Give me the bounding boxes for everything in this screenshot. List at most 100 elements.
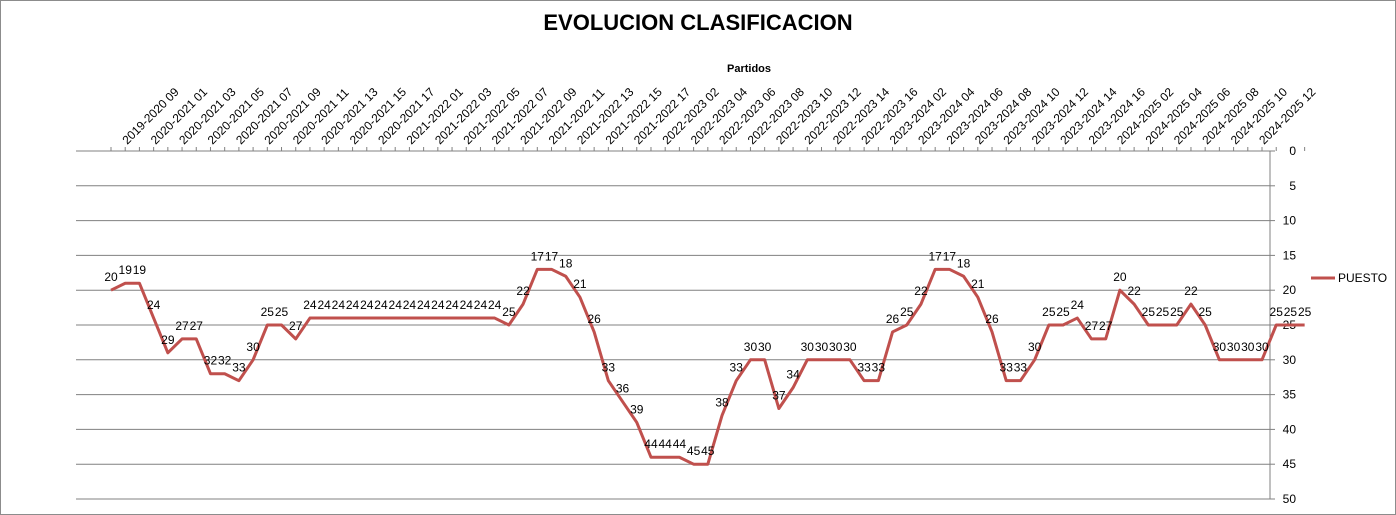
series-line <box>110 267 1305 466</box>
data-label: 25 <box>1056 305 1070 319</box>
data-label: 33 <box>872 361 886 375</box>
data-label: 30 <box>246 340 260 354</box>
data-label: 25 <box>1042 305 1056 319</box>
series-puesto <box>110 267 1305 466</box>
data-label: 24 <box>317 298 331 312</box>
data-label: 17 <box>545 249 559 263</box>
data-label: 22 <box>914 284 928 298</box>
data-label: 33 <box>857 361 871 375</box>
data-label: 25 <box>1298 305 1312 319</box>
data-label: 45 <box>687 444 701 458</box>
data-label: 30 <box>1028 340 1042 354</box>
data-label: 19 <box>133 263 147 277</box>
y-tick-label: 15 <box>1283 248 1297 262</box>
data-label: 20 <box>1113 270 1127 284</box>
y-axis: 0 5 10 15 20 25 30 35 40 45 50 <box>1269 144 1297 506</box>
data-label: 21 <box>971 277 985 291</box>
data-label: 26 <box>886 312 900 326</box>
data-label: 39 <box>630 402 644 416</box>
data-label: 25 <box>502 305 516 319</box>
data-label: 38 <box>715 395 729 409</box>
data-label: 24 <box>488 298 502 312</box>
data-label: 30 <box>1227 340 1241 354</box>
data-label: 30 <box>843 340 857 354</box>
data-label: 24 <box>403 298 417 312</box>
data-label: 30 <box>815 340 829 354</box>
data-label: 18 <box>957 256 971 270</box>
data-label: 24 <box>1071 298 1085 312</box>
data-label: 24 <box>460 298 474 312</box>
y-tick-label: 20 <box>1283 283 1297 297</box>
data-label: 25 <box>261 305 275 319</box>
y-tick-label: 50 <box>1283 492 1297 506</box>
data-label: 33 <box>730 361 744 375</box>
data-label: 17 <box>929 249 943 263</box>
y-tick-label: 30 <box>1283 353 1297 367</box>
data-label: 37 <box>772 389 786 403</box>
data-label: 45 <box>701 444 715 458</box>
data-label: 30 <box>1255 340 1269 354</box>
data-label: 24 <box>303 298 317 312</box>
data-label: 24 <box>332 298 346 312</box>
data-label: 30 <box>1241 340 1255 354</box>
y-tick-label: 45 <box>1283 457 1297 471</box>
data-label: 25 <box>275 305 289 319</box>
data-label: 24 <box>445 298 459 312</box>
data-label: 30 <box>801 340 815 354</box>
chart-title: EVOLUCION CLASIFICACION <box>543 10 853 35</box>
data-label: 27 <box>289 319 303 333</box>
y-tick-label: 5 <box>1289 179 1296 193</box>
data-label: 29 <box>161 333 175 347</box>
data-label: 30 <box>829 340 843 354</box>
data-label: 30 <box>744 340 758 354</box>
data-label: 27 <box>175 319 189 333</box>
data-label: 22 <box>1127 284 1141 298</box>
data-label: 27 <box>1099 319 1113 333</box>
data-label: 44 <box>659 437 673 451</box>
y-tick-label: 0 <box>1289 144 1296 158</box>
data-label: 24 <box>360 298 374 312</box>
data-label: 24 <box>474 298 488 312</box>
data-label: 33 <box>1000 361 1014 375</box>
data-label: 25 <box>1156 305 1170 319</box>
data-label: 25 <box>1270 305 1284 319</box>
legend-label: PUESTO <box>1338 271 1387 285</box>
data-label: 24 <box>389 298 403 312</box>
data-label: 19 <box>119 263 133 277</box>
x-axis-title: Partidos <box>727 63 771 75</box>
data-label: 24 <box>147 298 161 312</box>
data-label: 17 <box>943 249 957 263</box>
data-label: 44 <box>644 437 658 451</box>
data-label: 27 <box>190 319 204 333</box>
data-label: 33 <box>602 361 616 375</box>
y-tick-label: 40 <box>1283 422 1297 436</box>
legend: PUESTO <box>1311 271 1387 285</box>
data-label: 20 <box>104 270 118 284</box>
data-label: 22 <box>1184 284 1198 298</box>
y-tick-label: 35 <box>1283 388 1297 402</box>
data-label: 24 <box>346 298 360 312</box>
data-label: 24 <box>374 298 388 312</box>
data-label: 32 <box>204 354 218 368</box>
y-tick-label: 10 <box>1283 214 1297 228</box>
data-label: 36 <box>616 382 630 396</box>
data-label: 25 <box>1142 305 1156 319</box>
data-label: 26 <box>985 312 999 326</box>
data-label: 25 <box>1170 305 1184 319</box>
data-label: 24 <box>417 298 431 312</box>
data-label: 17 <box>531 249 545 263</box>
data-label: 30 <box>758 340 772 354</box>
data-label: 27 <box>1085 319 1099 333</box>
data-label: 25 <box>900 305 914 319</box>
data-label: 22 <box>516 284 530 298</box>
data-label: 26 <box>587 312 601 326</box>
data-label: 21 <box>573 277 587 291</box>
data-label: 32 <box>218 354 232 368</box>
data-label: 30 <box>1213 340 1227 354</box>
data-label: 33 <box>232 361 246 375</box>
data-label: 24 <box>431 298 445 312</box>
data-label: 25 <box>1198 305 1212 319</box>
